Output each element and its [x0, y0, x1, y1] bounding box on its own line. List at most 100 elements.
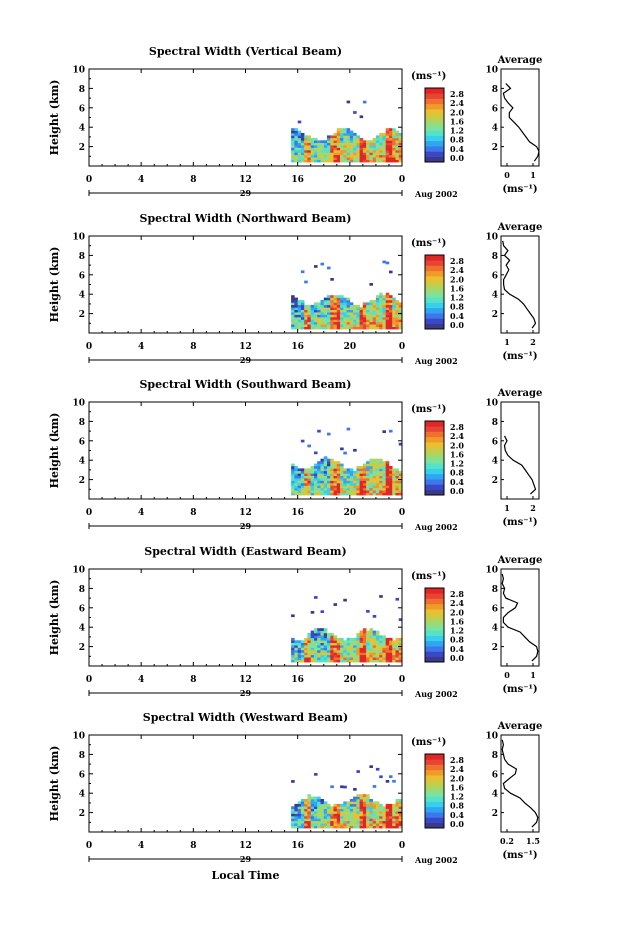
heatmap-cell	[320, 317, 325, 320]
heatmap-cell	[310, 492, 315, 496]
colorbar-swatch	[425, 114, 444, 121]
heatmap-cell	[340, 326, 344, 330]
heatmap-cell	[359, 803, 364, 807]
heatmap-cell	[359, 816, 364, 819]
heatmap-cell	[382, 642, 386, 646]
heatmap-cell	[343, 785, 347, 789]
heatmap-cell	[294, 159, 298, 163]
heatmap-cell	[366, 816, 370, 819]
heatmap-cell	[340, 808, 344, 812]
heatmap-cell	[353, 788, 357, 791]
heatmap-cell	[291, 811, 295, 814]
heatmap-cell	[375, 463, 380, 467]
heatmap-cell	[333, 321, 338, 325]
heatmap-cell	[327, 470, 331, 474]
colorbar-tick-label: 2.8	[450, 589, 464, 599]
heatmap-cell	[333, 135, 338, 139]
heatmap-cell	[327, 266, 331, 270]
heatmap-cell	[356, 147, 360, 151]
heatmap-cell	[300, 492, 305, 496]
heatmap-cell	[379, 816, 383, 819]
heatmap-cell	[395, 480, 400, 484]
heatmap-cell	[300, 314, 305, 318]
heatmap-cell	[294, 816, 298, 819]
heatmap-cell	[300, 145, 305, 148]
heatmap-cell	[320, 300, 325, 303]
heatmap-cell	[382, 478, 386, 481]
heatmap-cell	[297, 473, 302, 477]
heatmap-cell	[323, 458, 328, 462]
heatmap-cell	[366, 823, 370, 827]
heatmap-cell	[294, 300, 298, 303]
heatmap-cell	[343, 302, 347, 306]
heatmap-cell	[353, 140, 357, 144]
heatmap-cell	[385, 487, 390, 491]
colorbar-swatch	[425, 468, 444, 475]
heatmap-cell	[353, 448, 357, 452]
heatmap-cell	[375, 642, 380, 646]
heatmap-cell	[379, 483, 383, 486]
heatmap-cell	[330, 309, 334, 313]
heatmap-cell	[382, 659, 386, 663]
heatmap-cell	[389, 485, 393, 489]
heatmap-cell	[330, 637, 334, 641]
heatmap-cell	[294, 324, 298, 328]
heatmap-cell	[385, 463, 390, 467]
heatmap-cell	[359, 640, 364, 644]
heatmap-cell	[375, 150, 380, 153]
heatmap-cell	[300, 808, 305, 812]
heatmap-cell	[317, 647, 321, 651]
heatmap-cell	[359, 637, 364, 641]
heatmap-cell	[398, 326, 403, 330]
heatmap-cell	[372, 650, 377, 653]
heatmap-cell	[372, 816, 377, 819]
heatmap-cell	[291, 473, 295, 477]
heatmap-cell	[362, 796, 367, 800]
heatmap-cell	[369, 818, 373, 822]
heatmap-cell	[398, 654, 403, 658]
heatmap-cell	[366, 640, 370, 644]
heatmap-cell	[304, 468, 308, 472]
heatmap-cell	[356, 633, 360, 636]
heatmap-cell	[336, 468, 341, 472]
heatmap-cell	[330, 470, 334, 474]
heatmap-cell	[317, 463, 321, 467]
heatmap-cell	[330, 785, 334, 789]
heatmap-cell	[310, 485, 315, 489]
heatmap-cell	[346, 300, 351, 303]
heatmap-cell	[346, 314, 351, 318]
heatmap-cell	[379, 152, 383, 156]
heatmap-cell	[330, 463, 334, 467]
heatmap-cell	[340, 645, 344, 648]
heatmap-cell	[356, 152, 360, 156]
heatmap-cell	[323, 461, 328, 464]
heatmap-cell	[362, 657, 367, 661]
heatmap-cell	[382, 637, 386, 641]
heatmap-cell	[382, 808, 386, 812]
profile-x-tick-label: 1.5	[526, 836, 540, 846]
heatmap-cell	[356, 326, 360, 330]
heatmap-cell	[346, 801, 351, 805]
heatmap-cell	[304, 150, 308, 153]
heatmap-cell	[330, 635, 334, 639]
heatmap-cell	[336, 808, 341, 812]
heatmap-cell	[310, 825, 315, 829]
heatmap-cell	[307, 326, 311, 330]
heatmap-cell	[353, 152, 357, 156]
colorbar-swatch	[425, 292, 444, 298]
heatmap-cell	[307, 142, 311, 146]
colorbar-frame	[424, 753, 445, 829]
heatmap-cell	[398, 159, 403, 163]
heatmap-cell	[356, 799, 360, 802]
heatmap-cell	[340, 307, 344, 311]
heatmap-cell	[323, 478, 328, 481]
colorbar-swatch	[425, 473, 444, 480]
heatmap-cell	[385, 806, 390, 810]
heatmap-cell	[300, 806, 305, 810]
heatmap-cell	[333, 635, 338, 639]
heatmap-cell	[372, 154, 377, 158]
heatmap-cell	[375, 483, 380, 486]
heatmap-cell	[310, 640, 315, 644]
heatmap-cell	[379, 466, 383, 469]
heatmap-cell	[300, 142, 305, 146]
